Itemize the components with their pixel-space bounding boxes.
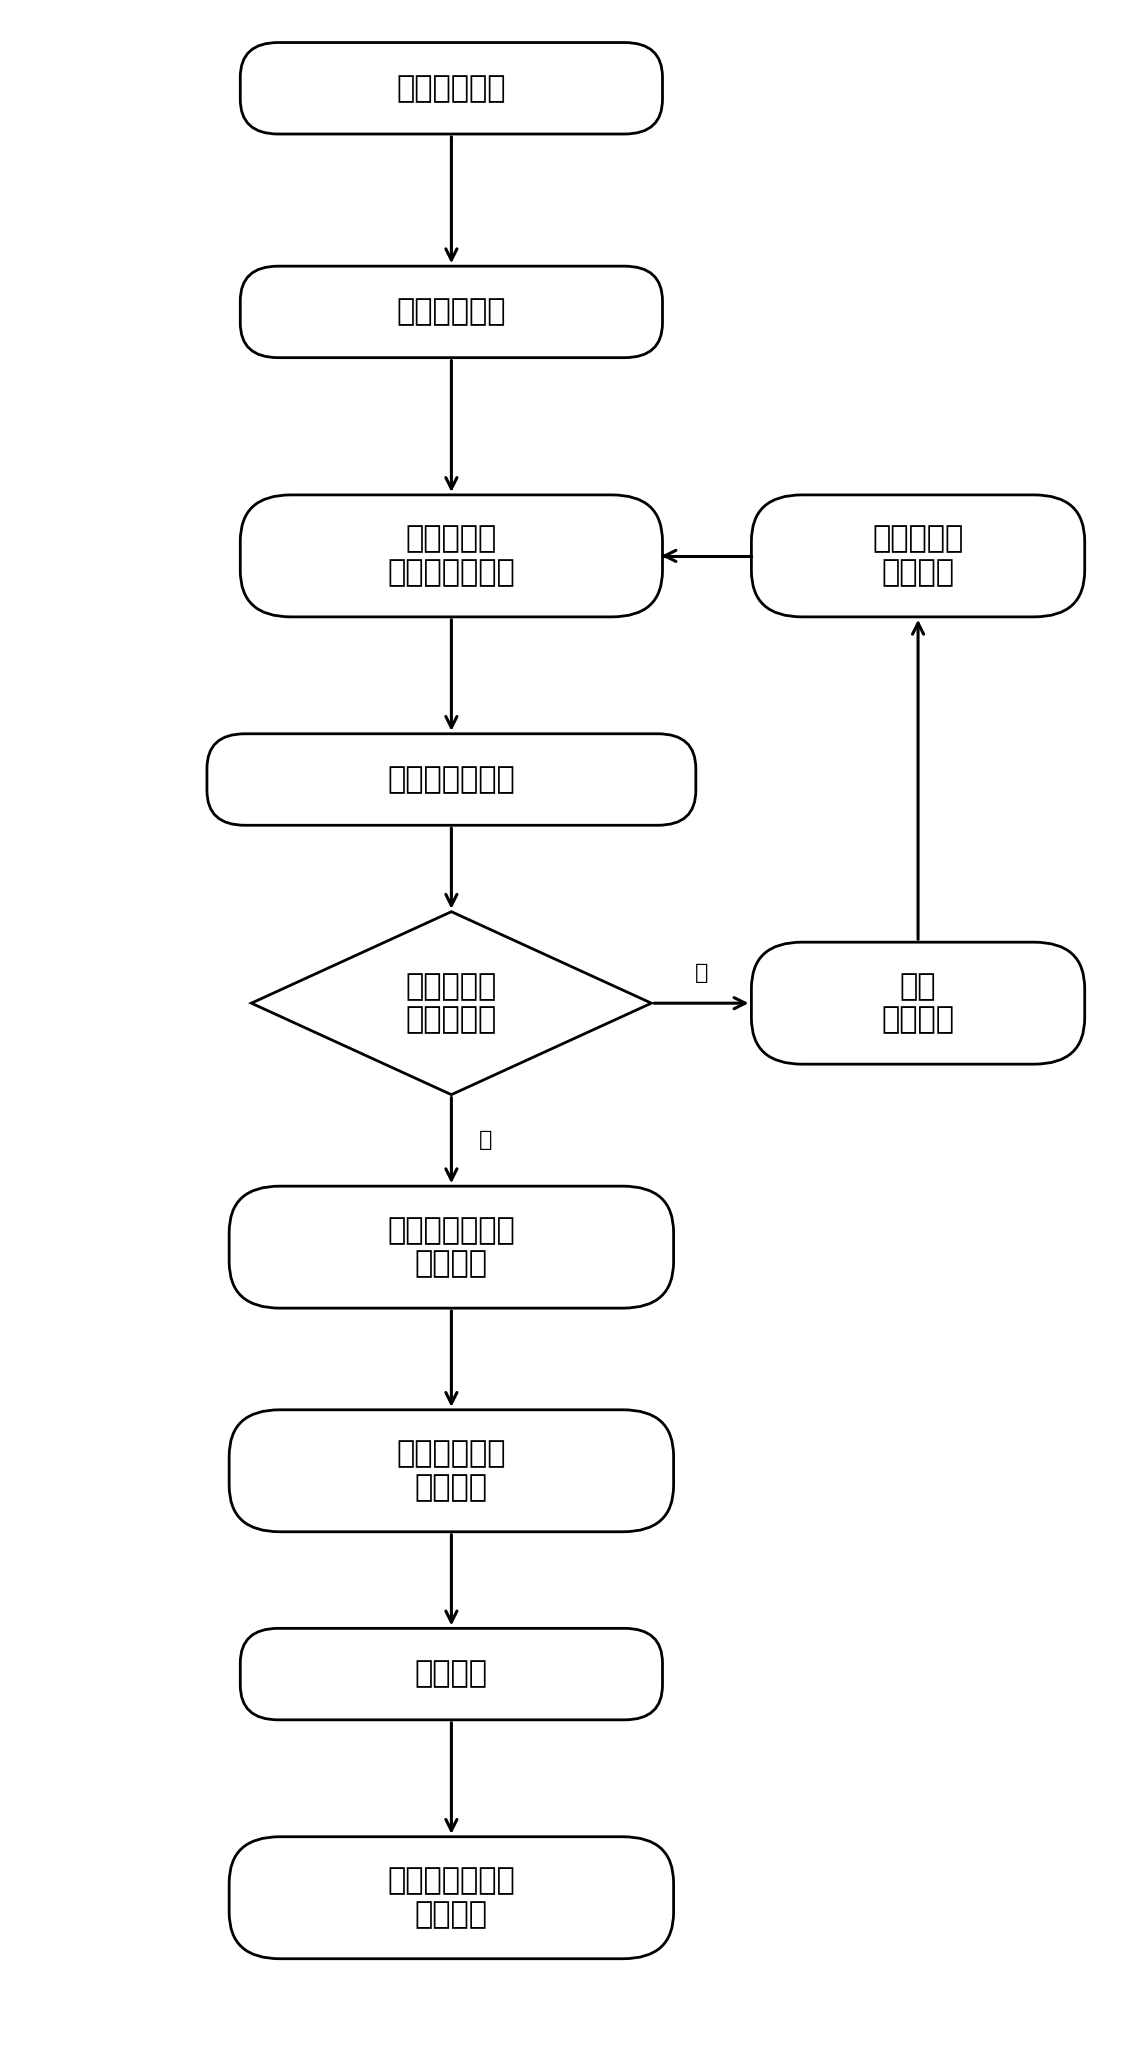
FancyBboxPatch shape [241, 43, 663, 133]
Text: 达到辐照条件
预设阈值: 达到辐照条件 预设阈值 [397, 1439, 506, 1502]
FancyBboxPatch shape [241, 266, 663, 358]
Text: 实时监控注量率: 实时监控注量率 [387, 766, 515, 794]
Text: 否: 否 [695, 962, 708, 983]
Text: 实验平台搭建: 实验平台搭建 [397, 74, 506, 102]
Text: 添加注量率
错误标志: 添加注量率 错误标志 [872, 524, 964, 587]
FancyBboxPatch shape [752, 942, 1084, 1064]
Polygon shape [251, 911, 651, 1095]
Text: 是: 是 [479, 1130, 493, 1150]
Text: 辐照系统下电，
结束辐照: 辐照系统下电， 结束辐照 [387, 1867, 515, 1928]
FancyBboxPatch shape [229, 1410, 674, 1531]
Text: 保存数据: 保存数据 [415, 1660, 488, 1689]
FancyBboxPatch shape [207, 733, 696, 825]
Text: 判断注量率
是否稳定？: 判断注量率 是否稳定？ [406, 972, 497, 1034]
FancyBboxPatch shape [241, 1627, 663, 1719]
Text: 加速器调束
接入加速器参数: 加速器调束 接入加速器参数 [387, 524, 515, 587]
Text: 辐照系统上电，
开始辐照: 辐照系统上电， 开始辐照 [387, 1216, 515, 1279]
Text: 预设辐照条件: 预设辐照条件 [397, 297, 506, 325]
FancyBboxPatch shape [229, 1836, 674, 1959]
FancyBboxPatch shape [752, 495, 1084, 616]
FancyBboxPatch shape [229, 1185, 674, 1308]
Text: 发出
标示信号: 发出 标示信号 [882, 972, 954, 1034]
FancyBboxPatch shape [241, 495, 663, 616]
